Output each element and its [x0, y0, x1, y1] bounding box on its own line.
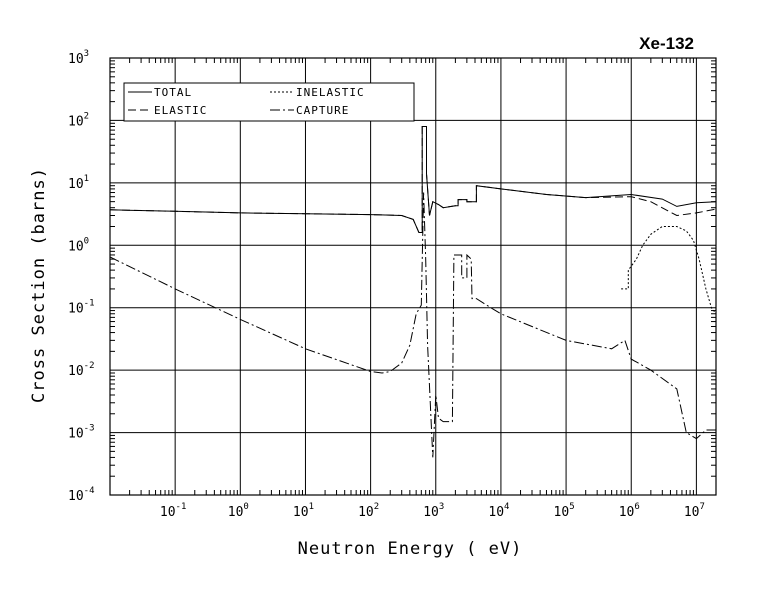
y-tick-label: 100: [68, 236, 89, 254]
y-tick-label: 101: [68, 174, 89, 192]
series-inelastic-line: [621, 226, 716, 315]
y-tick-label: 102: [68, 111, 89, 129]
y-tick-label: 10-1: [68, 299, 95, 317]
chart-title: Xe-132: [639, 34, 694, 53]
y-tick-label: 10-3: [68, 424, 95, 442]
legend-label-capture: CAPTURE: [296, 104, 349, 117]
x-tick-labels: 10-1 100 101 102 103 104 105 106 107: [160, 502, 705, 520]
legend-box: [123, 82, 415, 122]
y-tick-label: 10-2: [68, 361, 95, 379]
y-tick-label: 103: [68, 49, 89, 67]
x-tick-label: 10-1: [160, 502, 187, 520]
x-tick-label: 106: [619, 502, 640, 520]
series-capture-line: [110, 192, 716, 458]
y-axis-title: Cross Section (barns): [29, 167, 49, 403]
x-axis-title: Neutron Energy ( eV): [298, 539, 523, 559]
x-tick-label: 103: [423, 502, 444, 520]
y-tick-labels: 103 102 101 100 10-1 10-2 10-3 10-4: [68, 49, 95, 504]
legend: TOTAL INELASTIC ELASTIC CAPTURE: [123, 82, 415, 122]
series-group: [110, 126, 716, 458]
legend-label-total: TOTAL: [154, 86, 192, 99]
x-tick-label: 105: [554, 502, 575, 520]
x-tick-label: 104: [488, 502, 509, 520]
x-tick-label: 107: [684, 502, 705, 520]
plot-frame: [109, 57, 717, 496]
x-tick-label: 100: [228, 502, 249, 520]
legend-label-inelastic: INELASTIC: [296, 86, 365, 99]
series-elastic-line: [110, 126, 716, 233]
y-tick-label: 10-4: [68, 486, 95, 504]
x-tick-label: 101: [293, 502, 314, 520]
legend-label-elastic: ELASTIC: [154, 104, 207, 117]
x-tick-label: 102: [358, 502, 379, 520]
